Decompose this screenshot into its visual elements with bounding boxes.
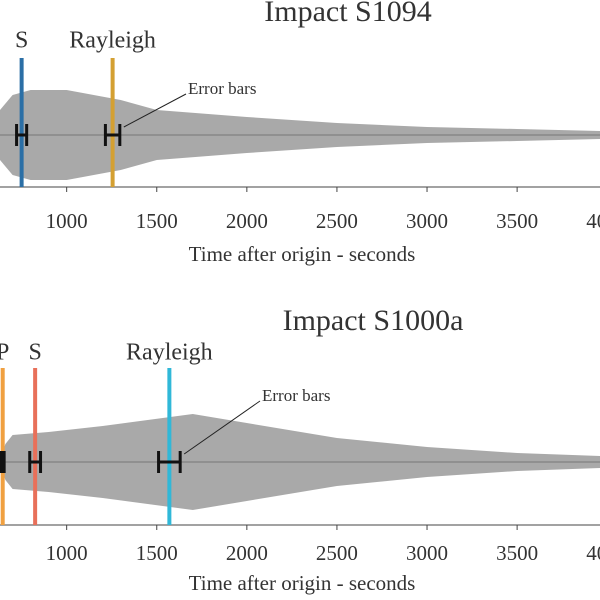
x-tick-label: 2000 <box>226 541 268 565</box>
x-tick-label: 2000 <box>226 209 268 233</box>
x-tick-label: 3000 <box>406 541 448 565</box>
phase-label: P <box>0 340 9 366</box>
phase-label: Rayleigh <box>126 340 213 366</box>
x-tick-label: 3500 <box>496 209 538 233</box>
error-bar <box>103 124 122 146</box>
error-bar <box>28 451 43 473</box>
x-tick-label: 2500 <box>316 209 358 233</box>
phase-label: S <box>15 28 28 54</box>
x-axis-label: Time after origin - seconds <box>189 571 416 595</box>
x-tick-label: 4000 <box>586 209 600 233</box>
error-bar <box>157 451 182 473</box>
x-axis-label: Time after origin - seconds <box>189 242 416 266</box>
annotation: Error bars <box>188 79 256 98</box>
x-tick-label: 2500 <box>316 541 358 565</box>
x-tick-label: 1000 <box>46 541 88 565</box>
annotation-leader <box>183 400 261 455</box>
error-bar <box>0 451 6 473</box>
x-tick-label: 1500 <box>136 541 178 565</box>
chart-title: Impact S1094 <box>264 0 431 28</box>
annotation-leader <box>123 93 187 128</box>
x-tick-label: 3500 <box>496 541 538 565</box>
x-tick-label: 1500 <box>136 209 178 233</box>
phase-label: S <box>28 340 41 366</box>
error-bar <box>15 124 29 146</box>
x-tick-label: 3000 <box>406 209 448 233</box>
x-tick-label: 4000 <box>586 541 600 565</box>
x-tick-label: 1000 <box>46 209 88 233</box>
phase-label: Rayleigh <box>69 28 156 54</box>
chart-title: Impact S1000a <box>283 304 464 337</box>
annotation: Error bars <box>262 386 330 405</box>
